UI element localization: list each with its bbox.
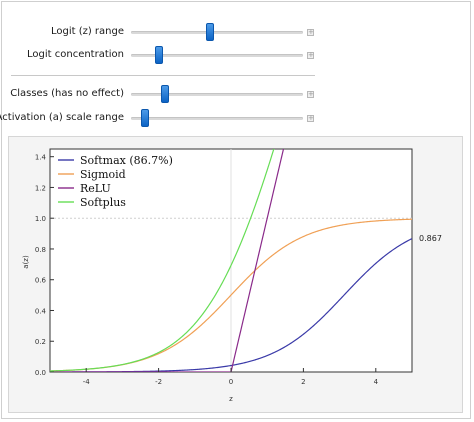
y-tick-label: 0.6 <box>35 277 47 285</box>
logit-concentration-slider-thumb[interactable] <box>154 46 163 64</box>
x-tick-label: 2 <box>301 378 305 386</box>
y-tick-label: 1.2 <box>35 184 46 192</box>
legend-label-softmax: Softmax (86.7%) <box>80 154 173 167</box>
activation-scale-slider-track[interactable] <box>131 117 303 120</box>
x-tick-label: 4 <box>374 378 379 386</box>
legend-label-softplus: Softplus <box>80 196 126 209</box>
logit-range-expand-icon[interactable]: + <box>307 28 314 36</box>
activation-scale-slider-thumb[interactable] <box>140 109 149 127</box>
y-tick-label: 0.0 <box>35 369 46 377</box>
y-tick-label: 0.2 <box>35 338 46 346</box>
y-tick-label: 0.4 <box>35 307 47 315</box>
logit-concentration-expand-icon[interactable]: + <box>307 51 314 59</box>
classes-slider-track[interactable] <box>131 93 303 96</box>
reference-lines <box>50 149 412 372</box>
control-label-logit-range: Logit (z) range <box>50 26 124 37</box>
x-tick-label: -4 <box>83 378 91 386</box>
y-axis-label: a(z) <box>22 255 30 269</box>
control-label-logit-concentration: Logit concentration <box>27 49 124 60</box>
softmax-end-label: 0.867 <box>419 234 442 243</box>
curves <box>50 149 412 372</box>
divider <box>11 75 315 76</box>
legend-label-sigmoid: Sigmoid <box>80 168 126 181</box>
y-tick-label: 1.0 <box>35 215 46 223</box>
legend-label-relu: ReLU <box>80 182 111 195</box>
control-label-classes: Classes (has no effect) <box>10 88 124 99</box>
y-tick-label: 1.4 <box>35 154 47 162</box>
x-tick-label: -2 <box>155 378 162 386</box>
y-tick-label: 0.8 <box>35 246 46 254</box>
logit-concentration-slider-track[interactable] <box>131 54 303 57</box>
logit-range-slider-thumb[interactable] <box>206 23 215 41</box>
classes-slider-thumb[interactable] <box>161 85 170 103</box>
classes-expand-icon[interactable]: + <box>307 90 314 98</box>
x-axis-ticks: -4 -2 0 2 4 <box>83 368 379 386</box>
y-axis-ticks: 0.0 0.2 0.4 0.6 0.8 1.0 1.2 1.4 <box>35 154 54 377</box>
control-label-activation-scale: Activation (a) scale range <box>0 112 124 123</box>
x-tick-label: 0 <box>229 378 233 386</box>
series-line-softplus <box>50 149 275 372</box>
logit-range-slider-track[interactable] <box>131 31 303 34</box>
x-axis-label: z <box>229 395 233 403</box>
activation-scale-expand-icon[interactable]: + <box>307 114 314 122</box>
